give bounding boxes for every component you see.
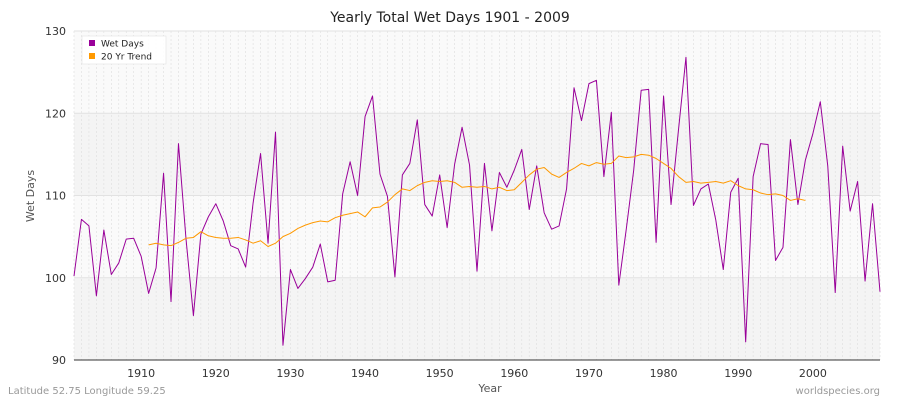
x-tick-label: 1960 xyxy=(500,367,528,380)
legend: Wet Days 20 Yr Trend xyxy=(81,35,167,65)
series-line-trend xyxy=(148,153,806,247)
x-tick-label: 1940 xyxy=(351,367,379,380)
x-tick-label: 1970 xyxy=(575,367,603,380)
chart-title: Yearly Total Wet Days 1901 - 2009 xyxy=(329,10,570,26)
legend-label-wet-days: Wet Days xyxy=(101,40,144,50)
x-tick-labels: 1910 1920 1930 1940 1950 1960 1970 1980 1990 2000 xyxy=(127,367,827,380)
legend-swatch-trend xyxy=(89,53,95,59)
y-tick-label: 90 xyxy=(52,354,66,367)
legend-swatch-wet-days xyxy=(89,40,95,46)
plot-band xyxy=(74,113,880,196)
y-tick-label: 110 xyxy=(45,190,66,203)
legend-box xyxy=(81,35,167,65)
x-tick-label: 1930 xyxy=(276,367,304,380)
y-tick-label: 100 xyxy=(45,272,66,285)
x-axis-label: Year xyxy=(477,382,502,395)
series-line-wet-days xyxy=(73,56,881,346)
footer-source: worldspecies.org xyxy=(796,386,880,397)
x-tick-label: 1990 xyxy=(724,367,752,380)
x-tick-label: 1950 xyxy=(426,367,454,380)
y-axis-label: Wet Days xyxy=(24,170,37,223)
x-tick-label: 1910 xyxy=(127,367,155,380)
series-lines xyxy=(73,56,881,346)
y-tick-label: 130 xyxy=(45,25,66,38)
x-tick-label: 2000 xyxy=(799,367,827,380)
y-tick-labels: 90 100 110 120 130 xyxy=(45,25,66,367)
x-tick-label: 1980 xyxy=(650,367,678,380)
footer-location: Latitude 52.75 Longitude 59.25 xyxy=(8,386,166,397)
y-tick-label: 120 xyxy=(45,107,66,120)
legend-label-trend: 20 Yr Trend xyxy=(101,53,152,63)
x-tick-label: 1920 xyxy=(202,367,230,380)
